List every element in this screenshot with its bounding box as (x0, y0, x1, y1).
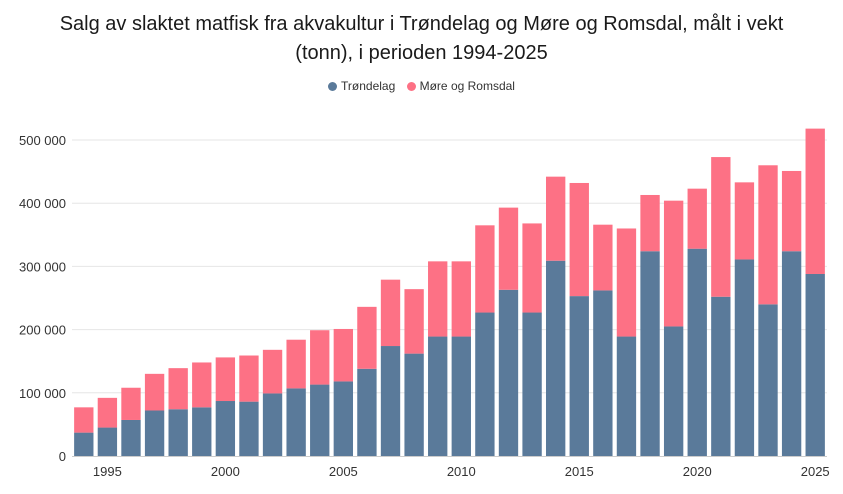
bar-trondelag-1999[interactable] (192, 407, 212, 456)
bar-trondelag-1994[interactable] (74, 432, 94, 456)
bar-more-og-romsdal-2013[interactable] (522, 223, 542, 313)
legend-label-more-og-romsdal: Møre og Romsdal (419, 79, 515, 93)
bar-more-og-romsdal-2022[interactable] (734, 182, 755, 260)
bar-trondelag-2012[interactable] (498, 289, 519, 456)
bar-more-og-romsdal-2016[interactable] (593, 224, 613, 291)
y-tick-label: 0 (59, 449, 66, 464)
bar-more-og-romsdal-2011[interactable] (475, 225, 495, 313)
bar-more-og-romsdal-2006[interactable] (357, 306, 377, 369)
bar-more-og-romsdal-2023[interactable] (758, 165, 778, 305)
bar-more-og-romsdal-2003[interactable] (286, 339, 306, 389)
bar-more-og-romsdal-2009[interactable] (428, 261, 448, 337)
bar-trondelag-2018[interactable] (640, 251, 660, 456)
y-tick-label: 300 000 (19, 259, 66, 274)
bar-trondelag-2008[interactable] (404, 353, 424, 456)
chart-title-line-2: (tonn), i perioden 1994-2025 (295, 42, 548, 64)
bar-trondelag-2010[interactable] (451, 336, 471, 456)
legend-label-trondelag: Trøndelag (341, 79, 396, 93)
x-tick-label: 2015 (565, 464, 594, 479)
bar-trondelag-2013[interactable] (522, 312, 542, 456)
chart-title-line-1: Salg av slaktet matfisk fra akvakultur i… (59, 13, 784, 35)
bar-more-og-romsdal-2015[interactable] (569, 182, 589, 297)
bar-more-og-romsdal-2017[interactable] (616, 228, 637, 337)
y-tick-label: 500 000 (19, 133, 66, 148)
bar-trondelag-2014[interactable] (545, 260, 566, 456)
bar-more-og-romsdal-2019[interactable] (663, 200, 684, 327)
bar-trondelag-2022[interactable] (734, 259, 755, 456)
bar-trondelag-1998[interactable] (168, 409, 188, 456)
x-tick-label: 2005 (329, 464, 358, 479)
bar-more-og-romsdal-1999[interactable] (192, 362, 212, 408)
bar-trondelag-2024[interactable] (781, 251, 802, 456)
y-tick-label: 100 000 (19, 386, 66, 401)
legend: Trøndelag Møre og Romsdal (0, 79, 843, 94)
bar-more-og-romsdal-2014[interactable] (545, 176, 566, 261)
legend-swatch-trondelag (328, 81, 338, 91)
bar-more-og-romsdal-2004[interactable] (310, 330, 330, 385)
bar-more-og-romsdal-2007[interactable] (380, 279, 401, 347)
bar-trondelag-2011[interactable] (475, 312, 495, 456)
bar-trondelag-2004[interactable] (310, 384, 330, 456)
bar-more-og-romsdal-2024[interactable] (781, 170, 802, 252)
bar-trondelag-2020[interactable] (687, 248, 707, 456)
bar-trondelag-2025[interactable] (805, 273, 825, 456)
x-tick-label: 2000 (211, 464, 240, 479)
bar-trondelag-1996[interactable] (121, 419, 141, 456)
bar-more-og-romsdal-2010[interactable] (451, 261, 471, 337)
bar-trondelag-2001[interactable] (239, 401, 259, 456)
bars (74, 128, 825, 456)
bar-trondelag-2021[interactable] (711, 296, 731, 456)
bar-more-og-romsdal-1996[interactable] (121, 387, 141, 420)
y-axis-ticks: 0 100 000 200 000 300 000 400 000 500 000 (19, 133, 66, 464)
bar-more-og-romsdal-1994[interactable] (74, 407, 94, 433)
y-tick-label: 400 000 (19, 196, 66, 211)
x-tick-label: 1995 (93, 464, 122, 479)
bar-trondelag-2015[interactable] (569, 296, 589, 456)
bar-more-og-romsdal-1997[interactable] (144, 373, 165, 411)
bar-trondelag-2003[interactable] (286, 388, 306, 456)
bar-more-og-romsdal-1995[interactable] (97, 397, 118, 428)
bar-more-og-romsdal-2021[interactable] (711, 157, 731, 297)
bar-trondelag-2017[interactable] (616, 336, 637, 456)
bar-more-og-romsdal-2020[interactable] (687, 188, 707, 249)
x-tick-label: 2020 (683, 464, 712, 479)
bar-trondelag-2016[interactable] (593, 290, 613, 456)
legend-item-more-og-romsdal[interactable]: Møre og Romsdal (406, 79, 515, 93)
bar-more-og-romsdal-2000[interactable] (215, 357, 236, 402)
bar-trondelag-2023[interactable] (758, 304, 778, 456)
y-tick-label: 200 000 (19, 323, 66, 338)
bar-more-og-romsdal-2008[interactable] (404, 289, 424, 354)
bar-trondelag-2002[interactable] (262, 393, 283, 456)
bar-trondelag-1997[interactable] (144, 410, 165, 456)
bar-more-og-romsdal-2005[interactable] (333, 328, 354, 382)
bar-more-og-romsdal-2012[interactable] (498, 207, 519, 290)
bar-trondelag-2000[interactable] (215, 401, 236, 456)
bar-trondelag-2007[interactable] (380, 346, 401, 456)
bar-more-og-romsdal-1998[interactable] (168, 368, 188, 410)
bar-more-og-romsdal-2001[interactable] (239, 355, 259, 402)
bar-more-og-romsdal-2002[interactable] (262, 349, 283, 394)
chart-title: Salg av slaktet matfisk fra akvakultur i… (0, 10, 843, 68)
bar-trondelag-2005[interactable] (333, 381, 354, 456)
bar-trondelag-2006[interactable] (357, 368, 377, 456)
x-tick-label: 2010 (447, 464, 476, 479)
bar-trondelag-2019[interactable] (663, 326, 684, 456)
x-axis-ticks: 1995 2000 2005 2010 2015 2020 2025 (72, 456, 830, 479)
bar-trondelag-1995[interactable] (97, 427, 118, 456)
legend-swatch-more-og-romsdal (406, 81, 416, 91)
legend-item-trondelag[interactable]: Trøndelag (328, 79, 395, 93)
bar-more-og-romsdal-2018[interactable] (640, 194, 660, 252)
x-tick-label: 2025 (801, 464, 830, 479)
bar-trondelag-2009[interactable] (428, 336, 448, 456)
bar-more-og-romsdal-2025[interactable] (805, 128, 825, 274)
